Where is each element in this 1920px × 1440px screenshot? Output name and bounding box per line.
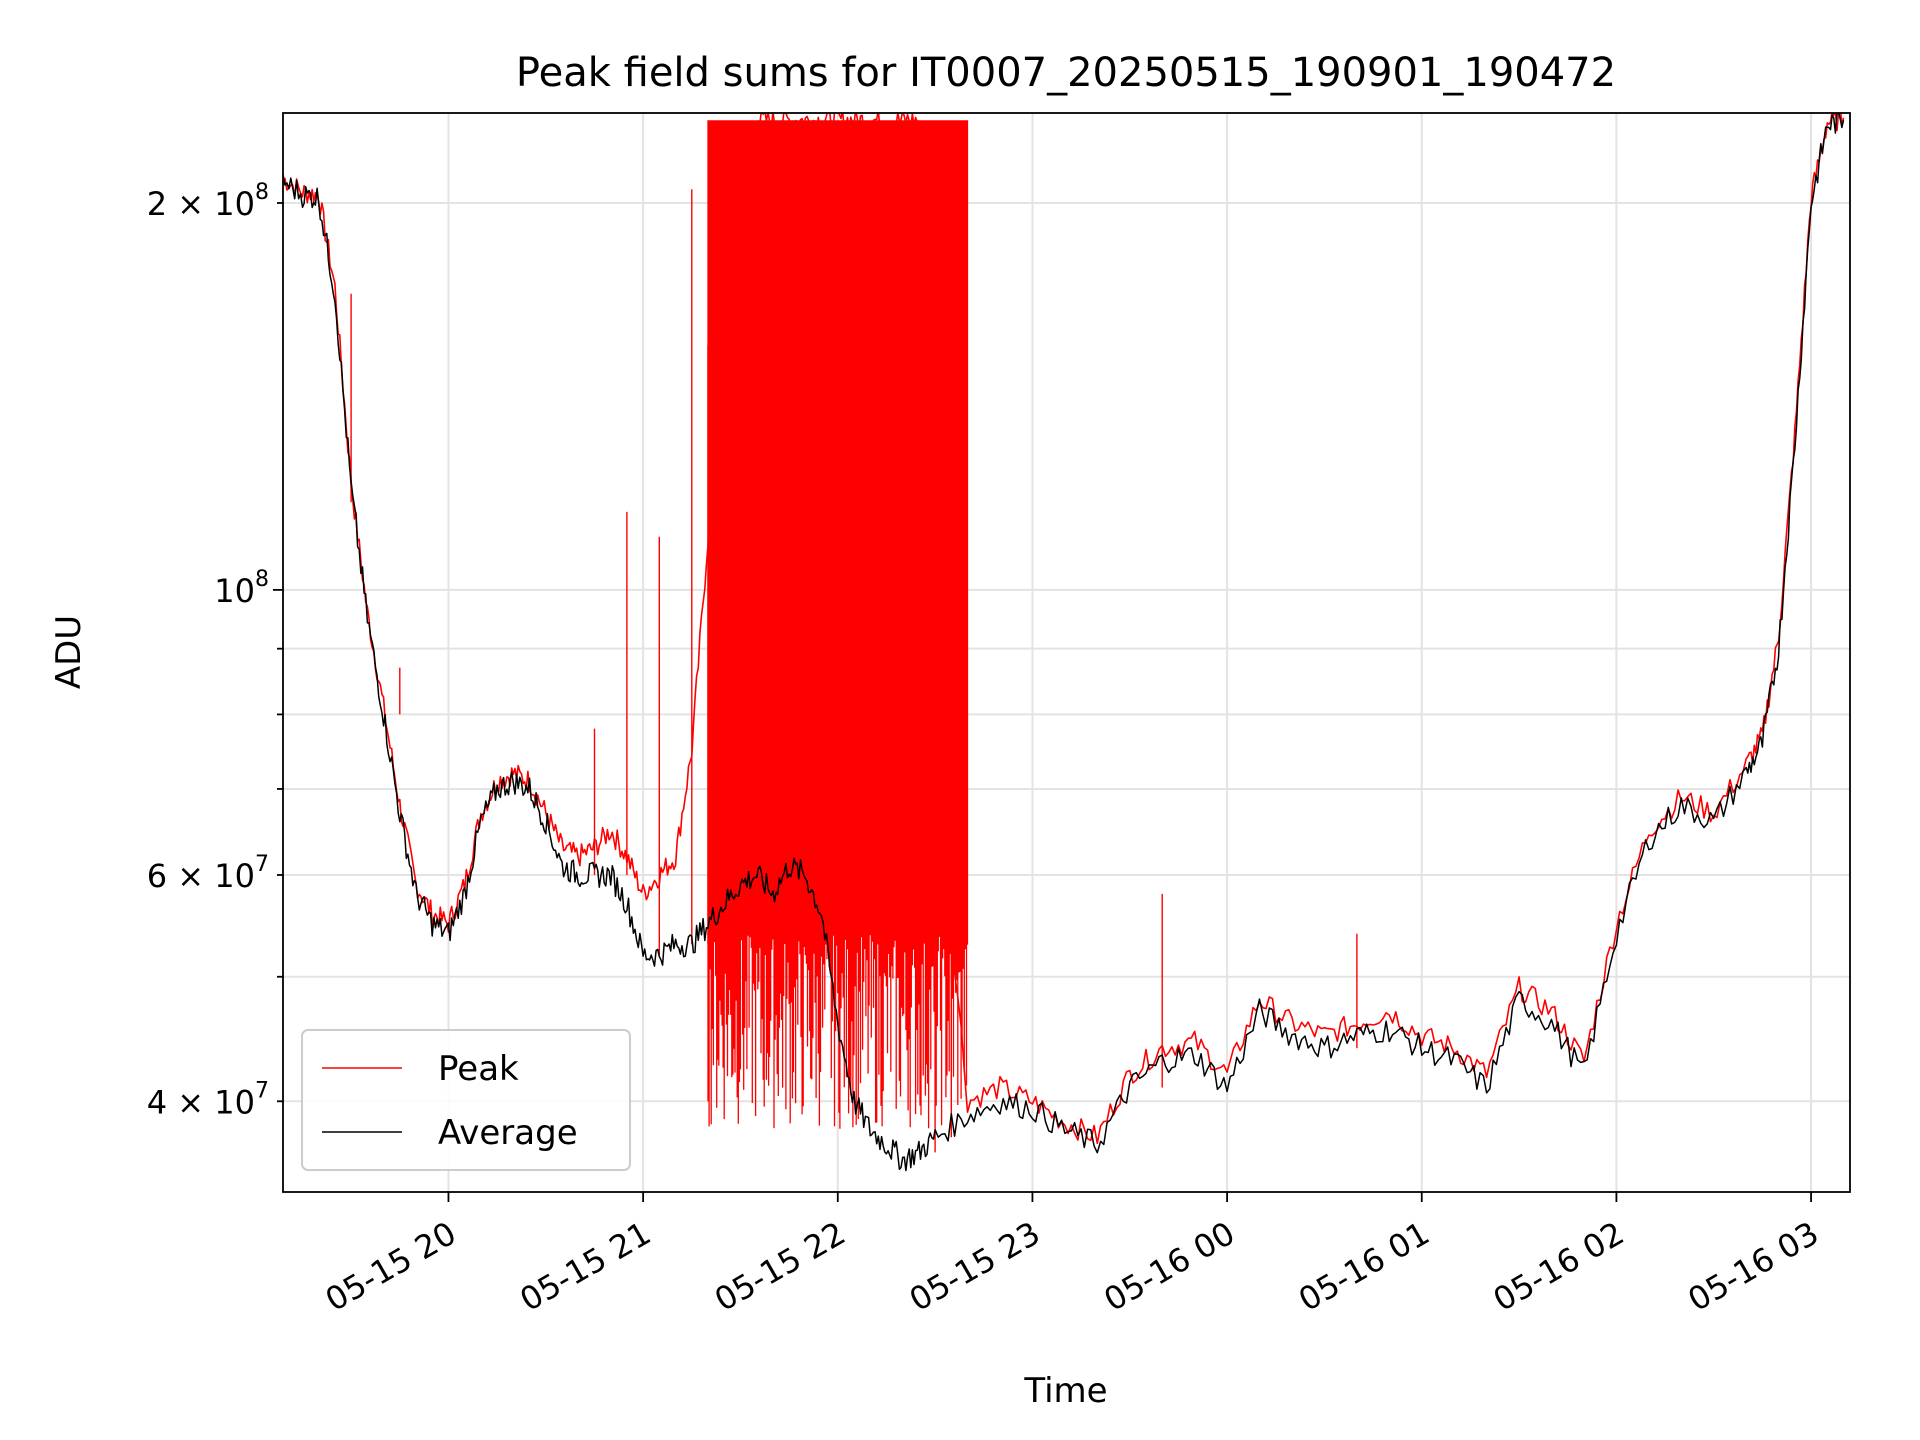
y-tick-mantissa: 6 × 10	[147, 857, 255, 895]
legend: Peak Average	[301, 1029, 631, 1171]
y-tick-exponent: 7	[255, 1078, 269, 1103]
y-tick-exponent: 7	[255, 852, 269, 877]
legend-box	[301, 1029, 631, 1171]
series-line-average	[283, 113, 1845, 1172]
legend-label-peak: Peak	[438, 1049, 519, 1089]
plot-frame	[282, 112, 1851, 1193]
x-axis-label: Time	[1023, 1371, 1107, 1411]
y-tick-label: 4 × 107	[147, 1078, 269, 1121]
series-layer	[283, 113, 1845, 1172]
series-band-peak	[707, 120, 969, 1129]
y-tick-exponent: 8	[255, 180, 269, 205]
y-tick-base: 10	[214, 572, 255, 610]
series-line-peak	[283, 113, 1845, 1145]
y-tick-label: 108	[214, 567, 269, 610]
y-tick-label: 2 × 108	[147, 180, 269, 223]
chart-title: Peak field sums for IT0007_20250515_1909…	[516, 50, 1616, 96]
y-tick-mantissa: 4 × 10	[147, 1083, 255, 1121]
y-tick-mantissa: 2 × 10	[147, 185, 255, 223]
series-spikes-peak	[350, 125, 1358, 1153]
y-tick-label: 6 × 107	[147, 852, 269, 895]
legend-label-average: Average	[438, 1113, 578, 1153]
y-axis-label: ADU	[49, 615, 89, 689]
axis-ticks	[273, 202, 1812, 1202]
y-tick-exponent: 8	[255, 567, 269, 592]
